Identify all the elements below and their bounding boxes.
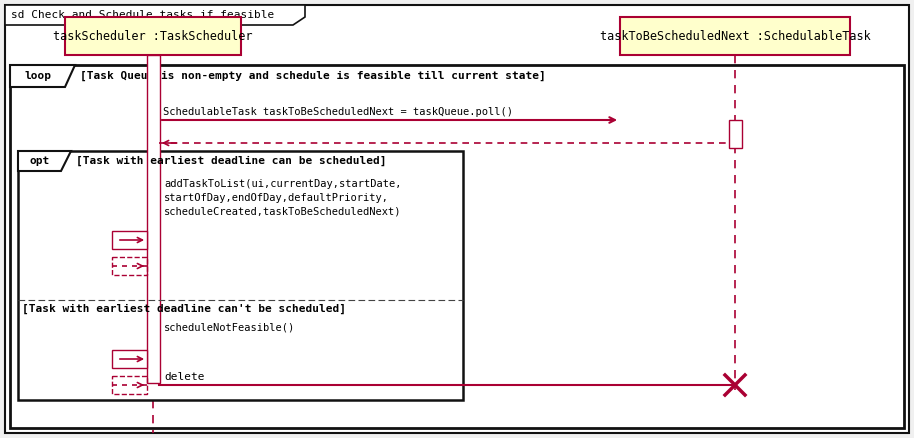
- Bar: [729, 120, 742, 148]
- Text: [Task with earliest deadline can't be scheduled]: [Task with earliest deadline can't be sc…: [22, 304, 346, 314]
- Polygon shape: [5, 5, 305, 25]
- Text: taskToBeScheduledNext :SchedulableTask: taskToBeScheduledNext :SchedulableTask: [600, 29, 870, 42]
- Text: scheduleCreated,taskToBeScheduledNext): scheduleCreated,taskToBeScheduledNext): [164, 207, 401, 217]
- Text: SchedulableTask taskToBeScheduledNext = taskQueue.poll(): SchedulableTask taskToBeScheduledNext = …: [163, 107, 513, 117]
- Text: taskScheduler :TaskScheduler: taskScheduler :TaskScheduler: [53, 29, 253, 42]
- Text: scheduleNotFeasible(): scheduleNotFeasible(): [164, 322, 295, 332]
- Bar: [620, 17, 850, 55]
- Text: delete: delete: [164, 372, 205, 382]
- Text: [Task Queue is non-empty and schedule is feasible till current state]: [Task Queue is non-empty and schedule is…: [80, 71, 546, 81]
- Bar: [112, 231, 147, 249]
- Polygon shape: [18, 151, 71, 171]
- Polygon shape: [10, 65, 75, 87]
- Text: sd Check and Schedule tasks if feasible: sd Check and Schedule tasks if feasible: [11, 10, 274, 20]
- Bar: [10, 65, 904, 428]
- Bar: [147, 55, 160, 383]
- Text: [Task with earliest deadline can be scheduled]: [Task with earliest deadline can be sche…: [76, 156, 387, 166]
- Text: addTaskToList(ui,currentDay,startDate,: addTaskToList(ui,currentDay,startDate,: [164, 179, 401, 189]
- Bar: [112, 257, 147, 275]
- Bar: [65, 17, 241, 55]
- Bar: [112, 350, 147, 368]
- Text: loop: loop: [24, 71, 51, 81]
- Text: startOfDay,endOfDay,defaultPriority,: startOfDay,endOfDay,defaultPriority,: [164, 193, 389, 203]
- Bar: [18, 151, 463, 400]
- Bar: [112, 376, 147, 394]
- Text: opt: opt: [29, 156, 49, 166]
